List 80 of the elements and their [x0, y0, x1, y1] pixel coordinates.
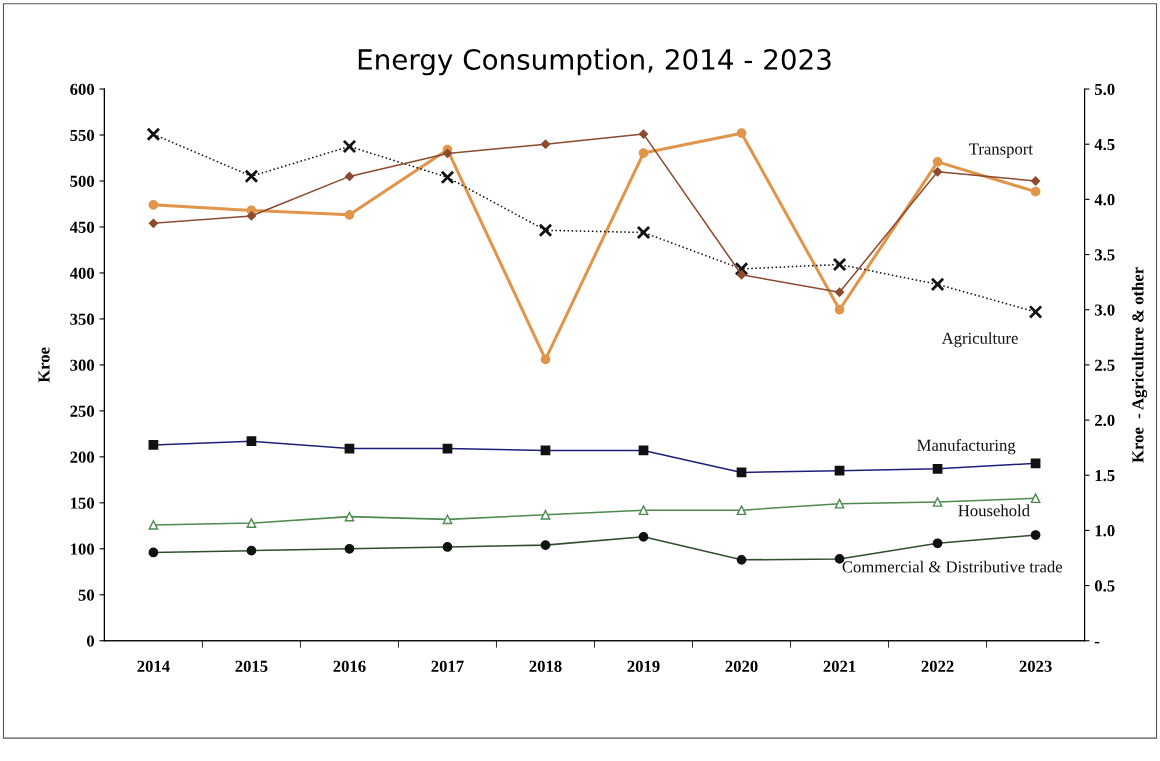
series-label: Transport: [969, 143, 1033, 158]
y-tick-label: 550: [70, 129, 95, 141]
x-tick-label: 2021: [823, 660, 856, 672]
y2-axis-title: Kroe - Agriculture & other: [1131, 267, 1148, 463]
point: [148, 218, 159, 228]
point: [440, 170, 455, 185]
point: [1030, 186, 1041, 197]
point: [932, 497, 943, 507]
series-label: Manufacturing: [917, 438, 1016, 455]
point: [932, 157, 943, 167]
y-tick-label: 150: [71, 497, 95, 509]
y2-tick-label: 2.0: [1095, 414, 1115, 427]
y2-tick-label: 2.5: [1095, 359, 1115, 371]
point: [246, 211, 257, 221]
y2-tick-label: 1.0: [1095, 525, 1115, 537]
series-label: Agriculture: [941, 332, 1018, 348]
x-tick-label: 2016: [333, 660, 366, 672]
y-tick-label: 350: [70, 313, 95, 325]
x-tick-label: 2015: [235, 660, 268, 672]
point: [540, 139, 551, 149]
point: [636, 225, 651, 240]
point: [638, 505, 649, 516]
point: [638, 129, 649, 139]
y-tick-label: 450: [69, 221, 95, 233]
point: [342, 139, 357, 154]
point: [832, 257, 847, 272]
point: [244, 169, 259, 184]
y2-tick-label: 5.0: [1094, 83, 1115, 96]
y2-tick-label: 3.5: [1094, 249, 1115, 261]
point: [538, 223, 553, 238]
point: [930, 277, 945, 292]
x-tick-label: 2022: [921, 660, 954, 672]
y-axis-title: Kroe: [38, 347, 50, 383]
y-tick-label: 250: [70, 405, 95, 417]
y-tick-label: 200: [70, 451, 95, 463]
y-tick-label: 300: [70, 359, 95, 371]
point: [148, 520, 159, 530]
chart-title: Energy Consumption, 2014 - 2023: [358, 48, 831, 76]
point: [834, 498, 845, 509]
y-tick-label: 50: [78, 589, 95, 601]
x-tick-label: 2023: [1019, 660, 1052, 672]
point: [736, 505, 747, 516]
series-label: Household: [958, 504, 1030, 517]
point: [736, 128, 747, 139]
point: [734, 261, 749, 276]
point: [932, 167, 943, 177]
point: [148, 200, 159, 210]
x-tick-label: 2014: [137, 660, 170, 672]
series-label: Commercial & Distributive trade: [842, 560, 1063, 573]
y-tick-label: 600: [70, 83, 95, 95]
y-tick-label: 0: [86, 635, 95, 647]
point: [1030, 493, 1041, 504]
y2-tick-label: 3.0: [1094, 304, 1115, 316]
point: [246, 518, 257, 528]
point: [344, 209, 355, 220]
y2-tick-label: -: [1094, 641, 1100, 644]
y2-tick-label: 0.5: [1094, 580, 1115, 592]
point: [344, 171, 355, 182]
x-tick-label: 2018: [529, 660, 562, 672]
point: [442, 514, 453, 525]
point: [834, 287, 845, 297]
point: [146, 127, 161, 142]
point: [1028, 304, 1043, 319]
point: [834, 304, 845, 315]
x-tick-label: 2017: [431, 660, 464, 672]
point: [736, 270, 747, 280]
y-tick-label: 400: [69, 267, 95, 279]
point: [540, 509, 551, 520]
point: [540, 354, 551, 365]
y2-tick-label: 4.0: [1094, 194, 1115, 206]
y-tick-label: 500: [70, 175, 95, 187]
point: [442, 148, 453, 159]
point: [344, 511, 355, 522]
y2-tick-label: 1.5: [1095, 470, 1115, 482]
y-tick-label: 100: [71, 543, 95, 555]
point: [638, 148, 649, 158]
x-tick-label: 2020: [725, 660, 758, 672]
y2-tick-label: 4.5: [1094, 139, 1115, 151]
point: [1030, 176, 1041, 186]
x-tick-label: 2019: [627, 660, 660, 672]
